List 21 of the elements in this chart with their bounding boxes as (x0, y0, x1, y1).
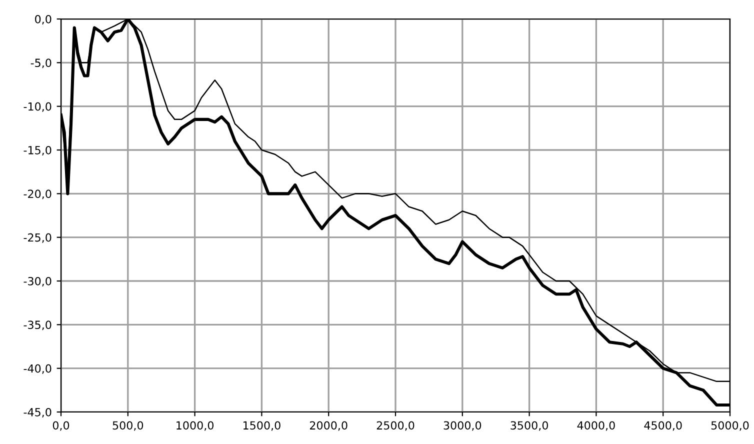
y-tick-label: -30,0 (24, 276, 52, 287)
x-tick-label: 4000,0 (577, 421, 615, 431)
y-tick-label: -45,0 (24, 408, 52, 418)
y-tick-label: 0,0 (35, 14, 52, 25)
x-tick-label: 500,0 (112, 421, 144, 431)
y-tick-label: -20,0 (24, 190, 52, 200)
y-tick-label: -35,0 (24, 320, 52, 330)
x-tick-label: 4500,0 (644, 421, 682, 431)
y-tick-label: -40,0 (24, 364, 52, 374)
y-tick-label: -5,0 (30, 58, 52, 68)
x-tick-label: 3000,0 (444, 421, 482, 431)
y-tick-label: -10,0 (24, 102, 52, 112)
x-tick-label: 1000,0 (176, 421, 214, 431)
y-tick-label: -25,0 (24, 233, 52, 243)
y-tick-label: -15,0 (24, 146, 52, 156)
x-tick-label: 0,0 (52, 421, 70, 431)
x-tick-label: 5000,0 (711, 421, 749, 431)
x-tick-label: 1500,0 (243, 421, 280, 431)
x-tick-label: 2500,0 (376, 421, 414, 431)
x-tick-label: 3500,0 (510, 421, 548, 431)
x-tick-label: 2000,0 (310, 421, 348, 431)
